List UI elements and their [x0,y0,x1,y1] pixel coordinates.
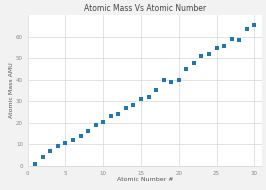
Point [33,162,38,165]
Point [109,115,113,118]
Point [252,24,256,27]
Point [192,61,196,64]
Point [86,130,90,133]
Point [245,28,249,31]
Point [184,68,188,71]
Point [94,124,98,127]
Point [56,145,60,148]
Point [199,55,203,58]
Point [63,141,68,144]
Point [101,121,105,124]
Point [116,112,120,115]
Point [48,149,52,152]
Point [214,46,219,49]
Point [146,95,151,98]
Point [154,88,158,91]
Point [124,106,128,109]
X-axis label: Atomic Number #: Atomic Number # [117,177,173,182]
Point [131,104,136,107]
Point [169,80,173,83]
Point [237,38,241,41]
Point [222,44,226,47]
Y-axis label: Atomic Mass AMU: Atomic Mass AMU [10,63,14,118]
Point [230,38,234,41]
Title: Atomic Mass Vs Atomic Number: Atomic Mass Vs Atomic Number [84,4,206,13]
Point [139,98,143,101]
Point [41,156,45,159]
Point [177,78,181,81]
Point [207,52,211,55]
Point [78,134,83,137]
Point [71,139,75,142]
Point [161,78,166,82]
